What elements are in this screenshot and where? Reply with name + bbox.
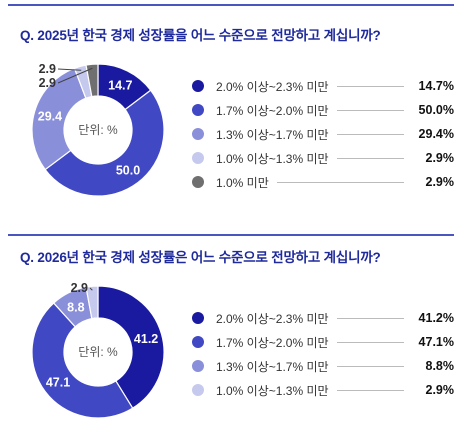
legend-leader-line [336, 341, 404, 343]
legend-value: 2.9% [425, 151, 455, 165]
chart-2-leader-4 [89, 287, 93, 291]
legend-swatch [192, 360, 204, 372]
chart-2-donut: 41.2 47.1 8.8 2.9 단위: % [31, 281, 165, 419]
chart-2-slice-label-3: 8.8 [67, 301, 84, 315]
legend-swatch [192, 104, 204, 116]
legend-value: 2.9% [425, 383, 455, 397]
legend-label: 1.7% 이상~2.0% 미만 [216, 335, 329, 350]
chart-1-unit-label: 단위: % [78, 123, 118, 137]
chart-1-legend-row: 2.0% 이상~2.3% 미만 14.7% [192, 74, 454, 98]
legend-value: 50.0% [418, 103, 454, 117]
chart-1-slice-label-5: 2.9 [39, 76, 56, 90]
legend-label: 2.0% 이상~2.3% 미만 [216, 79, 329, 94]
chart-2-legend-row: 1.3% 이상~1.7% 미만 8.8% [192, 354, 454, 378]
chart-1-legend-row: 1.0% 이상~1.3% 미만 2.9% [192, 146, 454, 170]
legend-leader-line [336, 85, 404, 87]
legend-leader-line [276, 181, 404, 183]
legend-swatch [192, 152, 204, 164]
chart-2-legend: 2.0% 이상~2.3% 미만 41.2% 1.7% 이상~2.0% 미만 47.1%… [192, 306, 454, 402]
legend-label: 1.0% 이상~1.3% 미만 [216, 383, 329, 398]
chart-2-slice-1 [97, 285, 165, 409]
chart-1-slice-2 [44, 89, 165, 197]
legend-leader-line [336, 133, 404, 135]
legend-leader-line [336, 389, 404, 391]
legend-label: 1.3% 이상~1.7% 미만 [216, 359, 329, 374]
chart-1-leader-4 [57, 68, 82, 71]
legend-value: 41.2% [418, 311, 454, 325]
chart-2-slice-label-1: 41.2 [134, 332, 158, 346]
chart-1-leader-5 [57, 67, 93, 84]
chart-2-legend-row: 1.0% 이상~1.3% 미만 2.9% [192, 378, 454, 402]
chart-1-slice-label-4: 2.9 [39, 62, 56, 76]
legend-value: 14.7% [418, 79, 454, 93]
chart-2-legend-row: 1.7% 이상~2.0% 미만 47.1% [192, 330, 454, 354]
legend-label: 1.3% 이상~1.7% 미만 [216, 127, 329, 142]
chart-1-legend-row: 1.0% 미만 2.9% [192, 170, 454, 194]
chart-1-legend-row: 1.3% 이상~1.7% 미만 29.4% [192, 122, 454, 146]
legend-leader-line [336, 109, 404, 111]
middle-divider [8, 234, 454, 236]
chart-1-legend: 2.0% 이상~2.3% 미만 14.7% 1.7% 이상~2.0% 미만 50.0%… [192, 74, 454, 194]
legend-leader-line [336, 317, 404, 319]
legend-label: 1.0% 미만 [216, 175, 269, 190]
chart-1-slice-label-1: 14.7 [108, 79, 132, 93]
legend-value: 47.1% [418, 335, 454, 349]
chart-2-slice-label-2: 47.1 [46, 376, 70, 390]
legend-label: 1.0% 이상~1.3% 미만 [216, 151, 329, 166]
chart-2-unit-label: 단위: % [78, 345, 118, 359]
chart-2-slice-4 [85, 285, 99, 320]
chart-1-slice-3 [31, 67, 87, 171]
chart-2-legend-row: 2.0% 이상~2.3% 미만 41.2% [192, 306, 454, 330]
legend-swatch [192, 176, 204, 188]
legend-swatch [192, 80, 204, 92]
chart-1-slice-label-3: 29.4 [38, 110, 62, 124]
legend-value: 29.4% [418, 127, 454, 141]
legend-leader-line [336, 157, 404, 159]
top-divider [8, 4, 454, 6]
chart-2-title: Q. 2026년 한국 경제 성장률은 어느 수준으로 전망하고 계십니까? [20, 250, 381, 265]
chart-2-slice-2 [31, 302, 134, 419]
legend-value: 2.9% [425, 175, 455, 189]
legend-swatch [192, 336, 204, 348]
legend-swatch [192, 128, 204, 140]
chart-1-title: Q. 2025년 한국 경제 성장률을 어느 수준으로 전망하고 계십니까? [20, 28, 381, 43]
chart-1-donut: 14.7 50.0 29.4 2.92.9 단위: % [31, 62, 165, 197]
chart-1-legend-row: 1.7% 이상~2.0% 미만 50.0% [192, 98, 454, 122]
legend-swatch [192, 384, 204, 396]
legend-leader-line [336, 365, 404, 367]
legend-label: 1.7% 이상~2.0% 미만 [216, 103, 329, 118]
chart-1-slice-label-2: 50.0 [116, 163, 140, 177]
chart-1-slice-5 [85, 63, 99, 98]
chart-2-slice-label-4: 2.9 [71, 281, 88, 295]
legend-label: 2.0% 이상~2.3% 미만 [216, 311, 329, 326]
legend-swatch [192, 312, 204, 324]
legend-value: 8.8% [425, 359, 455, 373]
